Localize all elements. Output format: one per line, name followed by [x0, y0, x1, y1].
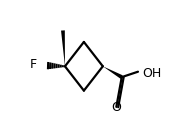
Text: F: F	[29, 59, 37, 71]
Polygon shape	[103, 66, 123, 79]
Text: OH: OH	[142, 67, 161, 79]
Polygon shape	[61, 30, 65, 66]
Text: O: O	[111, 101, 121, 114]
